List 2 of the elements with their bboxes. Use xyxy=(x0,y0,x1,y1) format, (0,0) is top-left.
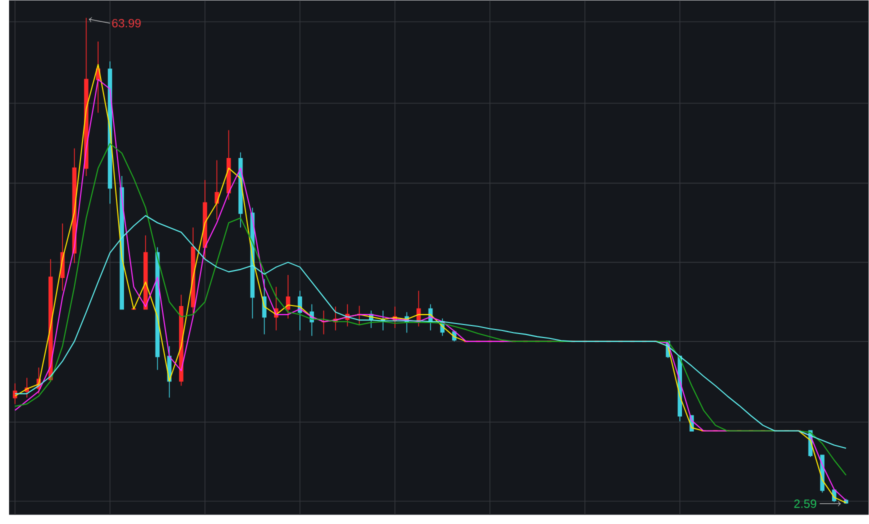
annotation: 2.59 xyxy=(794,500,816,508)
annotation: 63.99 xyxy=(112,19,141,28)
